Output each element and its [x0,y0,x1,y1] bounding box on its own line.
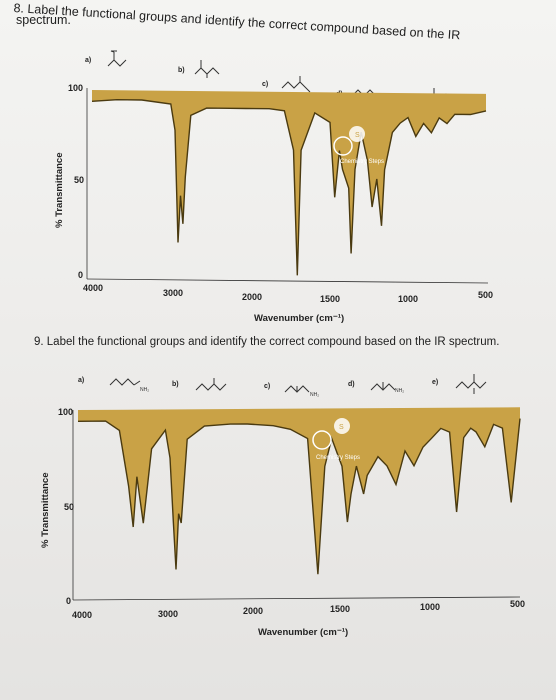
q9-option-a-label: a) [78,377,84,384]
q9-structure-d-icon [370,382,396,391]
q9-structure-c-icon [284,385,310,393]
q8-x-tick-1500: 1500 [320,294,341,304]
q9-x-tick-500: 500 [510,599,526,609]
svg-text:NH₂: NH₂ [395,388,404,394]
q9-y-axis-label: % Transmittance [40,472,51,549]
q9-x-tick-3000: 3000 [158,609,179,619]
q8-y-tick-0: 0 [78,270,84,280]
q8-x-tick-4000: 4000 [83,283,104,293]
q8-y-tick-100: 100 [68,83,84,93]
q9-x-tick-4000: 4000 [72,610,93,620]
q9-watermark-logo: S Chemistry Steps [312,418,360,461]
q8-x-tick-500: 500 [478,290,494,300]
q8-x-axis [86,278,489,284]
q8-structure-b-icon [194,60,220,78]
q9-option-c-label: c) [264,383,270,390]
q8-spectrum-area [92,90,486,276]
q8-option-c-label: c) [262,81,268,88]
q9-spectrum-line [77,418,521,575]
q9-option-d-label: d) [348,381,355,388]
q9-watermark-text: Chemistry Steps [316,455,360,461]
q9-plot: S Chemistry Steps [72,407,521,601]
q8-option-b-label: b) [178,67,185,74]
q8-plot: S Chemistry Steps [86,88,489,284]
q9-spectrum-area [78,407,520,575]
q9-x-tick-2000: 2000 [243,606,264,616]
q9-x-axis-label: Wavenumber (cm⁻¹) [258,627,349,638]
q9-structure-b-icon [195,378,227,391]
question-8-title-cont: spectrum. [16,13,71,27]
q8-watermark-logo: S Chemistry Steps [333,126,384,165]
svg-text:S: S [339,424,344,431]
q8-x-axis-label: Wavenumber (cm⁻¹) [254,313,345,324]
q9-option-b-label: b) [172,381,179,388]
q9-x-tick-1500: 1500 [330,604,351,614]
svg-text:S: S [355,132,360,139]
q8-x-tick-1000: 1000 [398,294,419,304]
q9-structure-e-icon [455,374,487,394]
svg-text:NH₂: NH₂ [140,387,149,393]
svg-text:NH₂: NH₂ [310,392,319,398]
q9-x-tick-1000: 1000 [420,602,441,612]
q8-option-a-label: a) [85,57,91,64]
q8-y-axis-label: % Transmittance [54,152,65,229]
q9-option-e-label: e) [432,379,438,386]
q8-structure-a-icon [107,50,127,67]
question-9-title: 9. Label the functional groups and ident… [34,336,500,348]
q9-structure-a-icon [109,378,141,386]
q8-x-tick-2000: 2000 [242,292,263,302]
q8-watermark-text: Chemistry Steps [340,159,384,165]
q9-y-tick-50: 50 [64,502,75,512]
q8-structure-c-icon [281,76,311,93]
q8-y-tick-50: 50 [74,175,85,185]
q8-spectrum-line [91,98,487,276]
q9-y-tick-100: 100 [58,407,74,417]
q9-x-axis [72,596,521,601]
q9-structures: a) NH₂ b) c) NH₂ d) NH₂ e) [78,374,487,398]
q8-x-tick-3000: 3000 [163,288,184,298]
q9-y-tick-0: 0 [66,596,72,606]
